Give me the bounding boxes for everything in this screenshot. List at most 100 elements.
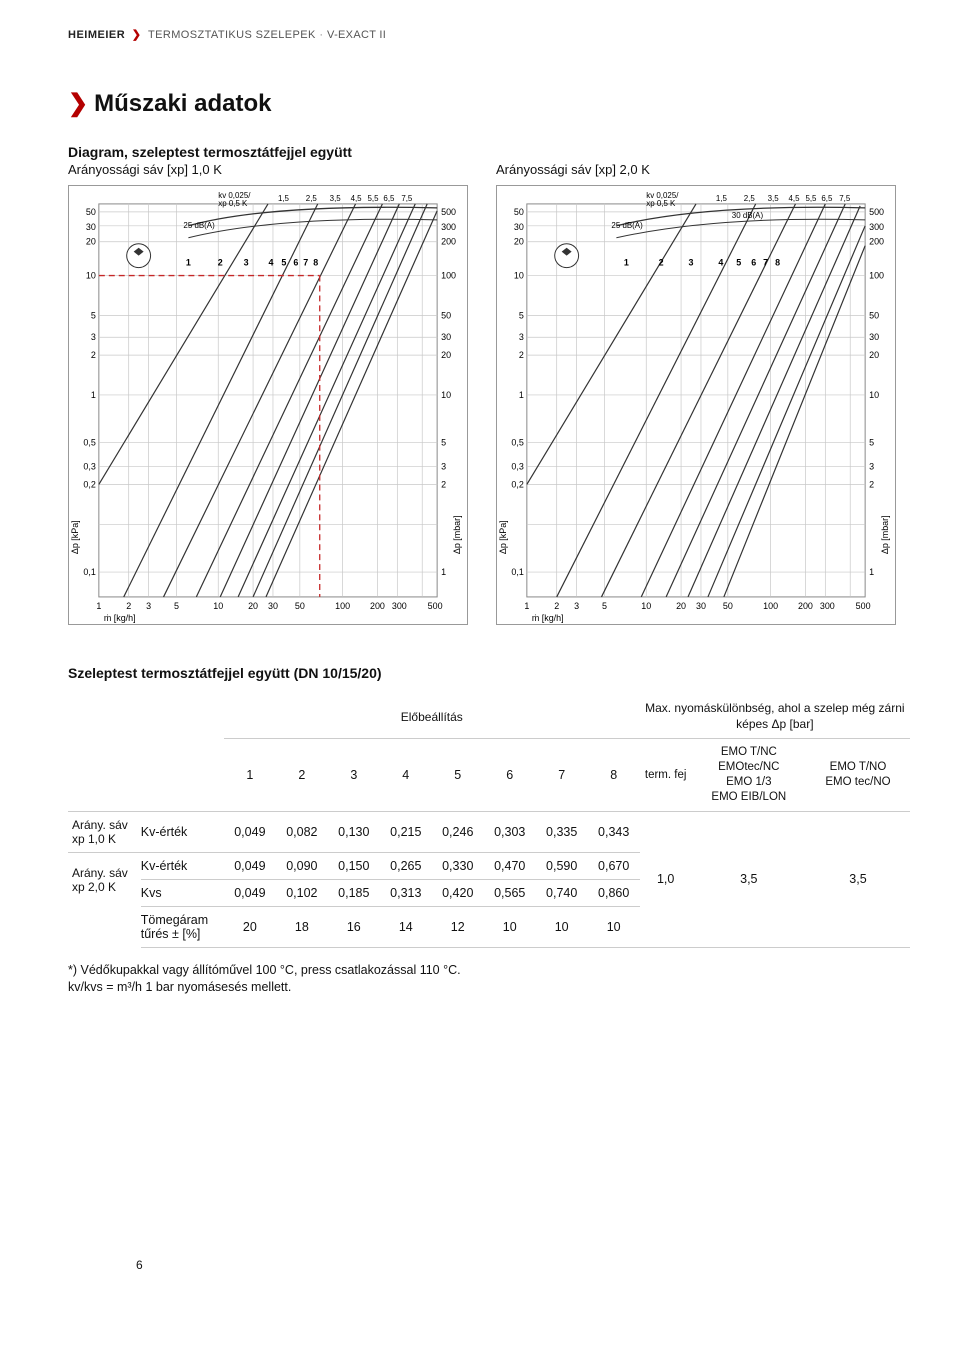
svg-text:500: 500: [428, 601, 443, 611]
svg-text:30: 30: [268, 601, 278, 611]
svg-text:3: 3: [91, 332, 96, 342]
svg-text:100: 100: [441, 271, 456, 281]
svg-text:5: 5: [174, 601, 179, 611]
max-val-b: 3,5: [806, 811, 910, 947]
max-header: Max. nyomáskülönbség, ahol a szelep még …: [640, 695, 910, 739]
svg-text:3: 3: [244, 258, 249, 268]
chart-1-frame: 123 456 78 25 dB(A) kv 0,025/ xp 0,5 K 1…: [68, 185, 468, 625]
row-label: Kv-érték: [141, 811, 224, 852]
svg-text:7,5: 7,5: [839, 194, 851, 203]
svg-text:5,5: 5,5: [805, 194, 817, 203]
col-emo-a: EMO T/NC EMOtec/NC EMO 1/3 EMO EIB/LON: [692, 739, 806, 812]
chart-2-svg: 25 dB(A) 30 dB(A) kv 0,025/xp 0,5 K 1,52…: [497, 186, 895, 624]
svg-text:3: 3: [146, 601, 151, 611]
svg-text:1: 1: [624, 258, 629, 268]
svg-text:0,2: 0,2: [511, 479, 523, 489]
svg-text:ṁ [kg/h]: ṁ [kg/h]: [104, 613, 136, 623]
footnote-2: kv/kvs = m³/h 1 bar nyomásesés mellett.: [68, 979, 910, 997]
svg-text:1,5: 1,5: [716, 194, 728, 203]
svg-text:3: 3: [689, 258, 694, 268]
svg-text:3: 3: [519, 332, 524, 342]
chart-1-svg: 123 456 78 25 dB(A) kv 0,025/ xp 0,5 K 1…: [69, 186, 467, 624]
svg-text:2: 2: [659, 258, 664, 268]
col-emo-b: EMO T/NO EMO tec/NO: [806, 739, 910, 812]
svg-text:30: 30: [696, 601, 706, 611]
svg-text:1: 1: [524, 601, 529, 611]
svg-text:10: 10: [213, 601, 223, 611]
svg-text:1: 1: [91, 390, 96, 400]
svg-text:2: 2: [126, 601, 131, 611]
svg-text:1: 1: [869, 567, 874, 577]
category: TERMOSZTATIKUS SZELEPEK: [148, 29, 316, 41]
svg-text:25 dB(A): 25 dB(A): [611, 221, 643, 230]
svg-text:4: 4: [718, 258, 723, 268]
svg-text:30 dB(A): 30 dB(A): [732, 211, 764, 220]
svg-text:5,5: 5,5: [367, 194, 379, 203]
svg-text:100: 100: [335, 601, 350, 611]
svg-text:10: 10: [514, 271, 524, 281]
svg-text:2: 2: [91, 350, 96, 360]
table-title: Szeleptest termosztátfejjel együtt (DN 1…: [68, 665, 910, 681]
svg-text:2: 2: [519, 350, 524, 360]
svg-text:4,5: 4,5: [789, 194, 801, 203]
svg-text:0,5: 0,5: [511, 438, 523, 448]
svg-text:xp 0,5 K: xp 0,5 K: [646, 199, 676, 208]
col-4: 4: [380, 739, 432, 812]
svg-text:2,5: 2,5: [744, 194, 756, 203]
chart-2-frame: 25 dB(A) 30 dB(A) kv 0,025/xp 0,5 K 1,52…: [496, 185, 896, 625]
svg-text:1: 1: [186, 258, 191, 268]
svg-text:3: 3: [441, 462, 446, 472]
svg-text:5: 5: [441, 438, 446, 448]
col-term: term. fej: [640, 739, 692, 812]
svg-text:20: 20: [869, 350, 879, 360]
svg-text:2: 2: [869, 479, 874, 489]
svg-text:30: 30: [441, 332, 451, 342]
row-label: Tömegáram tűrés ± [%]: [141, 906, 224, 947]
col-5: 5: [432, 739, 484, 812]
svg-text:1,5: 1,5: [278, 194, 290, 203]
svg-text:300: 300: [441, 222, 456, 232]
svg-text:10: 10: [441, 390, 451, 400]
svg-text:200: 200: [441, 237, 456, 247]
group-1: Arány. sáv xp 1,0 K: [68, 811, 141, 852]
footnote-1: *) Védőkupakkal vagy állítóművel 100 °C,…: [68, 962, 910, 980]
page-number: 6: [136, 1258, 143, 1272]
col-7: 7: [536, 739, 588, 812]
svg-text:500: 500: [441, 207, 456, 217]
svg-text:1: 1: [519, 390, 524, 400]
max-val-term: 1,0: [640, 811, 692, 947]
col-8: 8: [588, 739, 640, 812]
row-label: Kvs: [141, 879, 224, 906]
svg-text:50: 50: [86, 207, 96, 217]
chart-2: Arányossági sáv [xp] 2,0 K: [496, 162, 896, 625]
svg-text:5: 5: [869, 438, 874, 448]
svg-text:7: 7: [303, 258, 308, 268]
svg-text:7: 7: [763, 258, 768, 268]
svg-text:5: 5: [281, 258, 286, 268]
svg-text:0,5: 0,5: [83, 438, 95, 448]
svg-text:5: 5: [91, 310, 96, 320]
svg-text:2: 2: [218, 258, 223, 268]
svg-text:0,2: 0,2: [83, 479, 95, 489]
svg-text:2: 2: [441, 479, 446, 489]
svg-text:200: 200: [798, 601, 813, 611]
svg-text:50: 50: [514, 207, 524, 217]
col-1: 1: [224, 739, 276, 812]
svg-text:50: 50: [295, 601, 305, 611]
svg-text:10: 10: [641, 601, 651, 611]
svg-text:20: 20: [514, 237, 524, 247]
svg-text:0,3: 0,3: [511, 462, 523, 472]
svg-text:25 dB(A): 25 dB(A): [183, 221, 215, 230]
max-val-a: 3,5: [692, 811, 806, 947]
col-2: 2: [276, 739, 328, 812]
svg-text:30: 30: [514, 222, 524, 232]
svg-text:500: 500: [869, 207, 884, 217]
group-2: Arány. sáv xp 2,0 K: [68, 852, 141, 906]
chevron-icon: ❯: [68, 90, 88, 117]
data-table: Előbeállítás Max. nyomáskülönbség, ahol …: [68, 695, 910, 948]
svg-text:200: 200: [869, 237, 884, 247]
svg-text:3: 3: [869, 462, 874, 472]
svg-text:300: 300: [869, 222, 884, 232]
svg-text:2: 2: [554, 601, 559, 611]
svg-text:50: 50: [723, 601, 733, 611]
